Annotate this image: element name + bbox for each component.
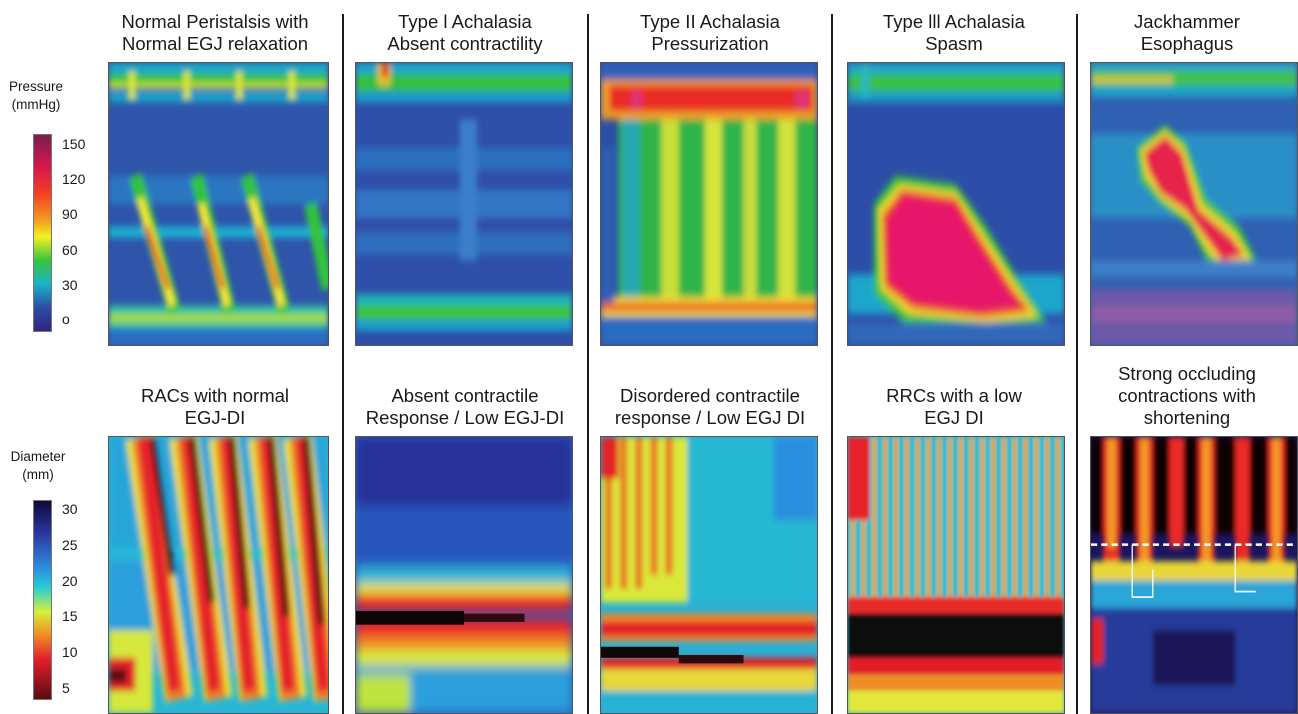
pressure-colorbar [33, 134, 52, 332]
pressure-tick: 30 [62, 277, 78, 293]
pressure-scale-title: Pressure (mmHg) [0, 78, 72, 114]
diameter-panel-title: Strong occluding contractions with short… [1078, 363, 1296, 429]
diameter-tick: 5 [62, 680, 70, 696]
pressure-tick: 90 [62, 206, 78, 222]
column-divider [831, 14, 833, 714]
title-line: EGJ-DI [184, 407, 246, 428]
title-line: Pressurization [651, 33, 769, 54]
title-line: Esophagus [1140, 33, 1234, 54]
flip-diameter-plot-absent-contractile [355, 436, 573, 714]
flip-diameter-plot-strong-occluding [1090, 436, 1298, 714]
diameter-panel-title: RACs with normal EGJ-DI [90, 385, 340, 429]
hrm-pressure-plot-jackhammer-esophagus [1090, 62, 1298, 346]
flip-diameter-plot-rrcs [847, 436, 1065, 714]
diameter-colorbar [33, 500, 52, 700]
pressure-scale-title-line2: (mmHg) [11, 97, 61, 112]
diameter-scale-title-line1: Diameter [10, 449, 66, 464]
diameter-tick: 10 [62, 644, 78, 660]
pressure-tick: o [62, 311, 70, 327]
flip-diameter-plot-disordered [600, 436, 818, 714]
pressure-tick: 150 [62, 136, 86, 152]
title-line: EGJ DI [924, 407, 984, 428]
pressure-tick: 60 [62, 242, 78, 258]
title-line: RACs with normal [140, 385, 290, 406]
hrm-pressure-plot-type3-achalasia [847, 62, 1065, 346]
title-line: Jackhammer [1134, 11, 1240, 32]
pressure-scale-title-line1: Pressure [8, 79, 64, 94]
title-line: Response / Low EGJ-DI [365, 407, 565, 428]
title-line: Type II Achalasia [640, 11, 780, 32]
diameter-tick: 20 [62, 573, 78, 589]
pressure-panel-title: Type l Achalasia Absent contractility [345, 11, 585, 55]
hrm-pressure-plot-normal-peristalsis [108, 62, 329, 346]
title-line: Normal EGJ relaxation [121, 33, 309, 54]
title-line: Strong occluding [1118, 363, 1256, 384]
title-line: Type lll Achalasia [883, 11, 1025, 32]
flip-diameter-plot-racs [108, 436, 329, 714]
diameter-tick: 25 [62, 537, 78, 553]
pressure-panel-title: Type lll Achalasia Spasm [834, 11, 1074, 55]
title-line: Spasm [925, 33, 983, 54]
pressure-tick: 120 [62, 171, 86, 187]
diameter-scale-title-line2: (mm) [22, 467, 54, 482]
diameter-tick: 30 [62, 501, 78, 517]
diameter-panel-title: Disordered contractile response / Low EG… [590, 385, 830, 429]
diameter-tick: 15 [62, 608, 78, 624]
title-line: Normal Peristalsis with [121, 11, 309, 32]
column-divider [1076, 14, 1078, 714]
title-line: Absent contractile [391, 385, 539, 406]
hrm-pressure-plot-type2-achalasia [600, 62, 818, 346]
diameter-panel-title: Absent contractile Response / Low EGJ-DI [345, 385, 585, 429]
column-divider [342, 14, 344, 714]
pressure-panel-title: Normal Peristalsis with Normal EGJ relax… [90, 11, 340, 55]
title-line: Type l Achalasia [398, 11, 532, 32]
pressure-panel-title: Jackhammer Esophagus [1078, 11, 1296, 55]
diameter-panel-title: RRCs with a low EGJ DI [834, 385, 1074, 429]
title-line: Absent contractility [387, 33, 543, 54]
title-line: RRCs with a low [886, 385, 1022, 406]
title-line: response / Low EGJ DI [614, 407, 806, 428]
diameter-scale-title: Diameter (mm) [2, 448, 74, 484]
hrm-pressure-plot-type1-achalasia [355, 62, 573, 346]
pressure-panel-title: Type II Achalasia Pressurization [590, 11, 830, 55]
title-line: shortening [1143, 407, 1231, 428]
column-divider [587, 14, 589, 714]
title-line: Disordered contractile [620, 385, 800, 406]
title-line: contractions with [1118, 385, 1256, 406]
